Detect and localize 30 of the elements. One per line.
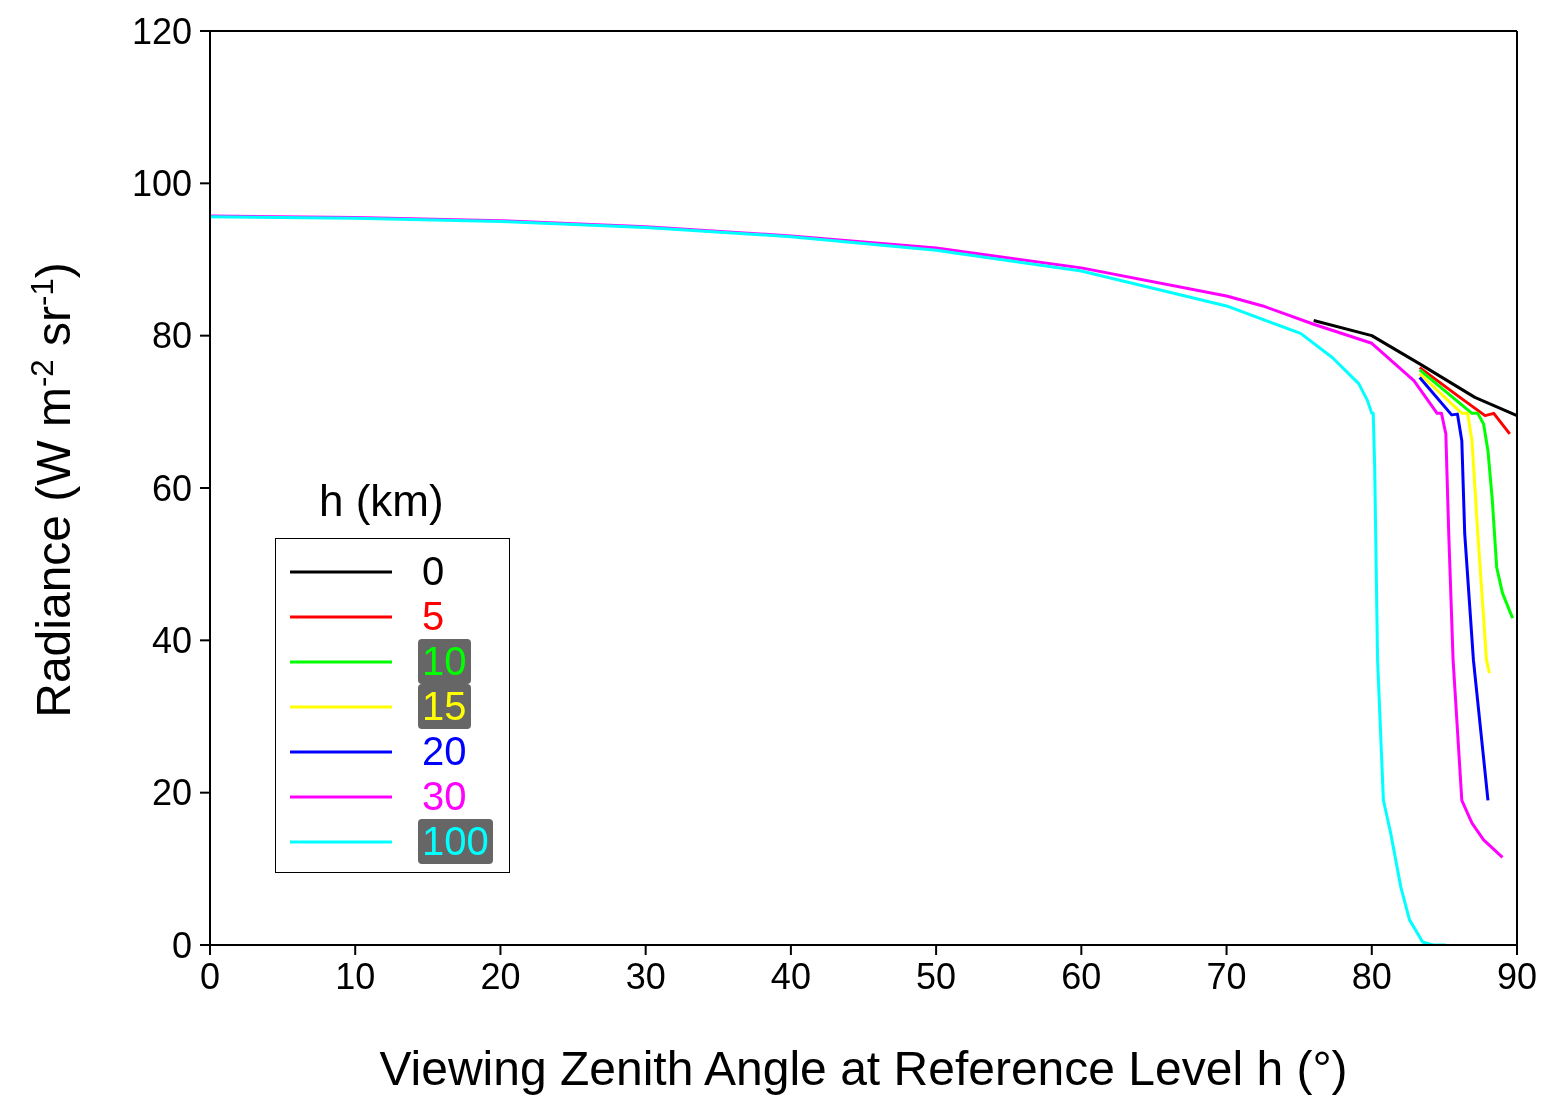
x-tick-label: 90	[1496, 955, 1538, 997]
x-tick-label: 20	[480, 955, 521, 997]
line-series	[1418, 366, 1512, 436]
legend-title: h (km)	[319, 476, 445, 526]
line-series	[1418, 372, 1491, 675]
y-tick-label: 80	[151, 315, 192, 357]
y-tick-label: 40	[151, 620, 192, 662]
y-tick-label: 0	[171, 924, 192, 966]
x-tick-label: 30	[625, 955, 666, 997]
y-tick-label: 20	[151, 772, 192, 814]
legend-label: 0	[421, 549, 446, 594]
x-tick-label: 40	[770, 955, 811, 997]
x-axis-title: Viewing Zenith Angle at Reference Level h (°)	[379, 1042, 1348, 1095]
legend-label: 30	[421, 774, 468, 819]
line-series	[1418, 376, 1490, 802]
legend-label: 15	[418, 684, 471, 729]
x-tick-label: 10	[335, 955, 376, 997]
legend-label: 20	[421, 729, 468, 774]
y-tick-label: 100	[131, 163, 192, 205]
x-tick-label: 50	[916, 955, 957, 997]
x-tick-label: 70	[1206, 955, 1247, 997]
line-series	[1418, 368, 1515, 620]
legend-label: 5	[421, 594, 446, 639]
x-tick-label: 0	[199, 955, 221, 997]
y-tick-label: 60	[151, 467, 192, 509]
x-tick-label: 80	[1351, 955, 1392, 997]
x-tick-label: 60	[1061, 955, 1102, 997]
legend-label: 100	[418, 819, 493, 864]
legend-label: 10	[418, 639, 471, 684]
y-tick-label: 120	[131, 10, 192, 52]
